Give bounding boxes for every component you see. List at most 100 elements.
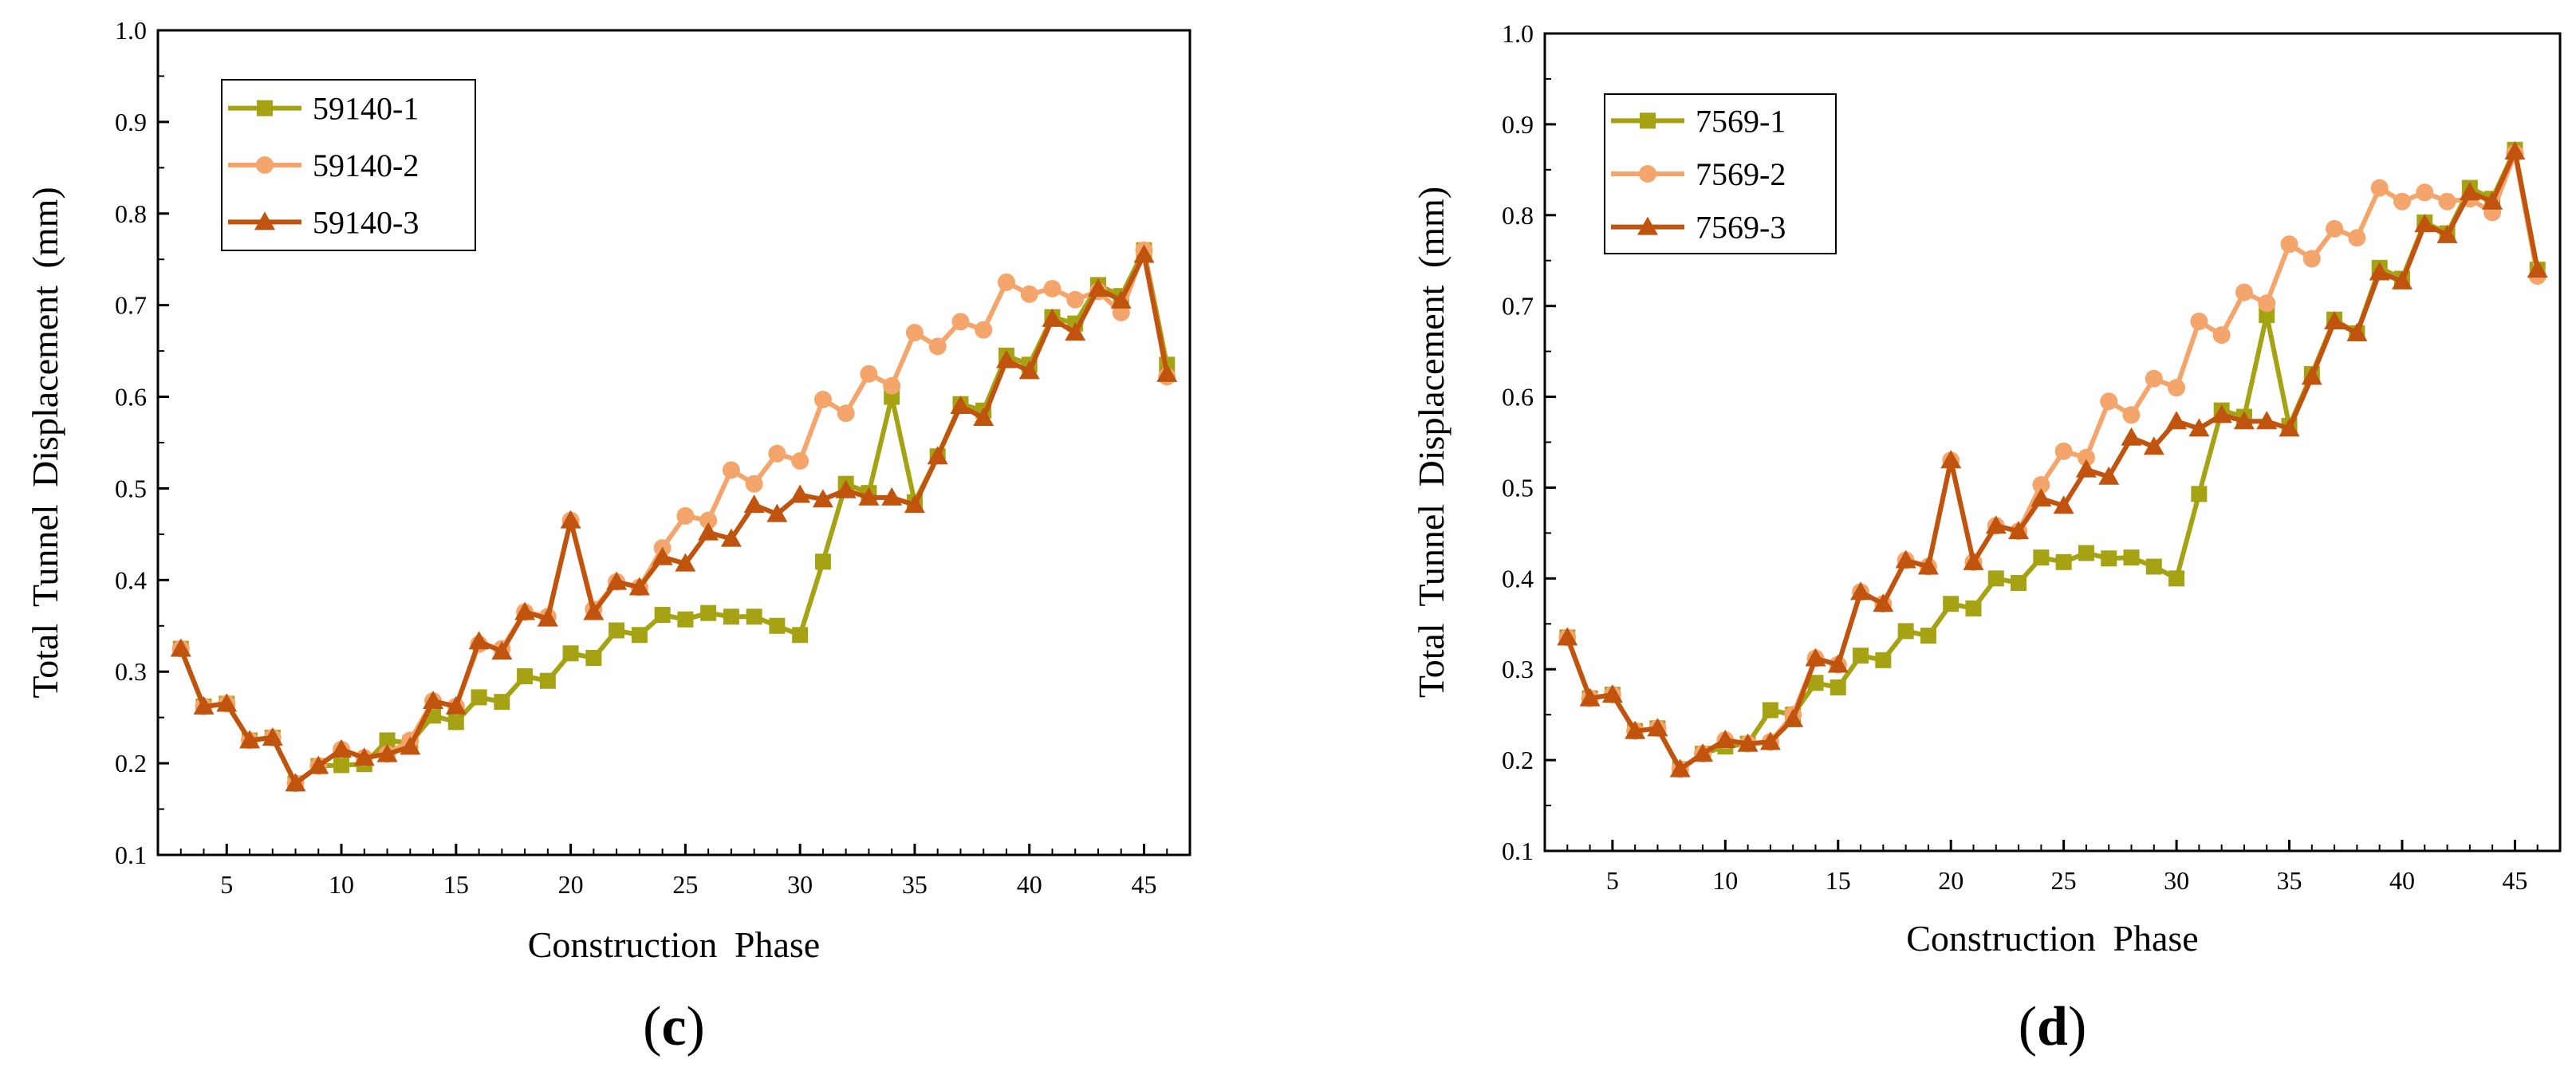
- data-point: [2078, 545, 2094, 561]
- y-tick-label: 0.3: [115, 657, 147, 686]
- data-point: [2414, 214, 2436, 233]
- data-point: [2033, 549, 2050, 566]
- data-point: [2075, 459, 2097, 478]
- series-7569-3: [1557, 141, 2548, 778]
- data-point: [2145, 558, 2162, 575]
- data-point: [2324, 311, 2346, 330]
- y-tick-label: 0.6: [115, 383, 147, 412]
- legend-label: 59140-3: [313, 204, 419, 240]
- data-point: [835, 479, 857, 498]
- data-point: [379, 732, 396, 749]
- data-point: [1987, 570, 2004, 587]
- data-point: [445, 695, 467, 715]
- data-point: [858, 486, 880, 506]
- data-point: [768, 444, 786, 463]
- data-point: [2123, 549, 2140, 566]
- data-point: [562, 645, 579, 662]
- legend-marker: [256, 156, 274, 174]
- data-point: [973, 407, 995, 426]
- data-point: [2055, 553, 2072, 570]
- data-point: [2030, 488, 2052, 507]
- data-point: [2416, 183, 2434, 202]
- data-point: [1850, 581, 1872, 601]
- data-point: [723, 608, 739, 625]
- data-point: [1759, 731, 1781, 750]
- data-point: [423, 690, 444, 709]
- data-point: [722, 461, 740, 479]
- data-point: [1018, 360, 1040, 380]
- legend-marker: [1639, 165, 1656, 183]
- data-point: [883, 376, 901, 395]
- data-point: [1625, 720, 1646, 739]
- data-point: [2188, 418, 2210, 437]
- data-point: [583, 601, 605, 620]
- data-point: [1985, 515, 2007, 534]
- x-tick-label: 15: [1826, 866, 1851, 895]
- data-point: [2256, 411, 2278, 430]
- data-point: [2369, 262, 2390, 281]
- data-point: [699, 511, 718, 530]
- data-point: [2168, 570, 2185, 587]
- y-tick-label: 0.2: [115, 749, 147, 778]
- data-point: [1087, 278, 1109, 297]
- data-point: [812, 489, 833, 508]
- y-tick-label: 0.5: [1502, 473, 1534, 502]
- x-tick-label: 30: [2164, 866, 2189, 895]
- data-point: [676, 506, 695, 525]
- data-point: [904, 494, 925, 514]
- y-tick-label: 0.2: [1502, 746, 1534, 774]
- data-point: [1895, 549, 1916, 569]
- data-point: [447, 714, 464, 730]
- data-point: [860, 364, 878, 383]
- data-point: [585, 649, 602, 666]
- data-point: [2258, 294, 2276, 313]
- data-point: [491, 640, 513, 660]
- y-tick-label: 0.5: [115, 474, 147, 502]
- data-point: [2008, 521, 2030, 540]
- data-point: [951, 313, 970, 331]
- y-tick-label: 0.8: [115, 199, 147, 228]
- legend-label: 59140-2: [313, 148, 419, 183]
- data-point: [698, 522, 719, 541]
- x-tick-label: 25: [2051, 866, 2077, 895]
- data-point: [514, 601, 536, 620]
- x-tick-label: 5: [1606, 866, 1619, 895]
- data-point: [2348, 229, 2366, 247]
- data-point: [837, 404, 855, 423]
- x-tick-label: 35: [902, 870, 928, 899]
- data-point: [1042, 308, 1063, 327]
- series-59140-1: [172, 242, 1176, 792]
- data-point: [2143, 436, 2164, 455]
- series-line: [179, 252, 1170, 786]
- data-point: [333, 757, 350, 774]
- legend-label: 7569-1: [1696, 103, 1786, 139]
- y-tick-label: 0.8: [1502, 201, 1534, 230]
- data-point: [2346, 322, 2368, 341]
- data-point: [2101, 550, 2117, 567]
- legend-marker: [257, 100, 273, 116]
- y-tick-label: 0.9: [1502, 110, 1534, 139]
- data-point: [1853, 648, 1869, 664]
- data-point: [537, 608, 558, 627]
- data-point: [2011, 575, 2027, 592]
- x-tick-label: 40: [2389, 866, 2415, 895]
- data-point: [2438, 192, 2456, 211]
- data-point: [743, 494, 765, 514]
- data-point: [193, 695, 215, 715]
- data-point: [400, 736, 421, 755]
- data-point: [1807, 675, 1824, 691]
- data-point: [2100, 392, 2118, 411]
- data-point: [631, 627, 648, 644]
- data-point: [2190, 313, 2208, 331]
- data-point: [677, 611, 694, 628]
- data-point: [628, 577, 650, 596]
- data-point: [539, 672, 556, 689]
- data-point: [2393, 192, 2411, 211]
- data-point: [285, 773, 306, 792]
- data-point: [1066, 290, 1085, 309]
- y-tick-label: 0.6: [1502, 383, 1534, 412]
- data-point: [2166, 411, 2188, 430]
- panel-label: (d): [2019, 996, 2087, 1057]
- data-point: [1782, 708, 1804, 727]
- data-point: [606, 571, 628, 590]
